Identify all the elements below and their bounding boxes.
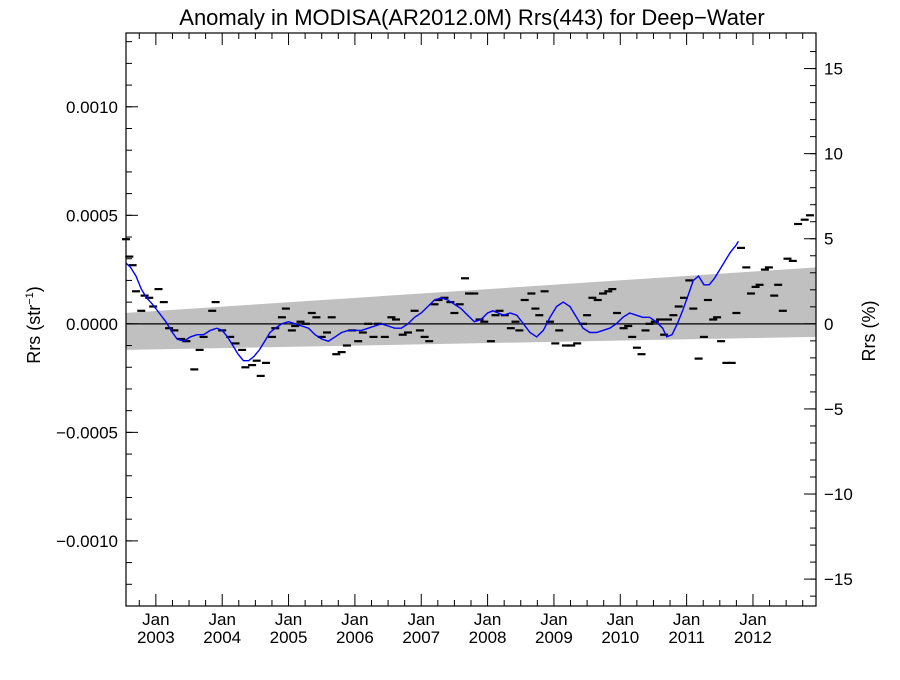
trend-band-area xyxy=(126,267,816,350)
x-tick-label-month: Jan xyxy=(607,610,634,629)
x-tick-label-month: Jan xyxy=(540,610,567,629)
axes: 0.0010 0.0005 0.0000 −0.0005 −0.0010 15 10 5 0 −5… xyxy=(56,32,853,647)
y-tick-label-right: −10 xyxy=(824,485,853,504)
x-tick-label-year: 2004 xyxy=(203,628,241,647)
x-tick-label-year: 2008 xyxy=(469,628,507,647)
x-tick-label-month: Jan xyxy=(275,610,302,629)
x-tick-label-month: Jan xyxy=(474,610,501,629)
y-tick-label-right: 5 xyxy=(824,230,833,249)
x-tick-label-month: Jan xyxy=(208,610,235,629)
x-tick-label-year: 2003 xyxy=(137,628,175,647)
y-tick-label-right: 15 xyxy=(824,60,843,79)
y-tick-label-right: 10 xyxy=(824,145,843,164)
x-tick-label-year: 2009 xyxy=(535,628,573,647)
y-tick-label-left: 0.0000 xyxy=(66,315,118,334)
x-tick-label-year: 2006 xyxy=(336,628,374,647)
x-tick-label-year: 2005 xyxy=(270,628,308,647)
x-tick-label-year: 2012 xyxy=(734,628,772,647)
y-tick-label-right: −15 xyxy=(824,570,853,589)
y-axis-label-left: Rrs (str−1) xyxy=(24,286,44,364)
y-tick-label-left: 0.0005 xyxy=(66,206,118,225)
x-tick-label-year: 2011 xyxy=(668,628,705,647)
y-axis-label-right: Rrs (%) xyxy=(859,301,879,362)
x-tick-label-month: Jan xyxy=(142,610,169,629)
y-tick-label-left: −0.0010 xyxy=(56,532,118,551)
y-tick-label-left: −0.0005 xyxy=(56,423,118,442)
y-tick-label-left: 0.0010 xyxy=(66,98,118,117)
smoothed-series-line xyxy=(125,241,739,362)
smoothed-line xyxy=(125,241,739,362)
chart-title: Anomaly in MODISA(AR2012.0M) Rrs(443) fo… xyxy=(179,5,764,30)
x-tick-label-month: Jan xyxy=(341,610,368,629)
x-tick-label-year: 2010 xyxy=(601,628,639,647)
y-tick-label-right: 0 xyxy=(824,315,833,334)
x-tick-label-year: 2007 xyxy=(402,628,440,647)
x-tick-label-month: Jan xyxy=(739,610,766,629)
trend-band xyxy=(126,267,816,350)
y-tick-label-right: −5 xyxy=(824,400,843,419)
x-tick-label-month: Jan xyxy=(673,610,700,629)
x-tick-label-month: Jan xyxy=(408,610,435,629)
data-points xyxy=(122,214,814,377)
